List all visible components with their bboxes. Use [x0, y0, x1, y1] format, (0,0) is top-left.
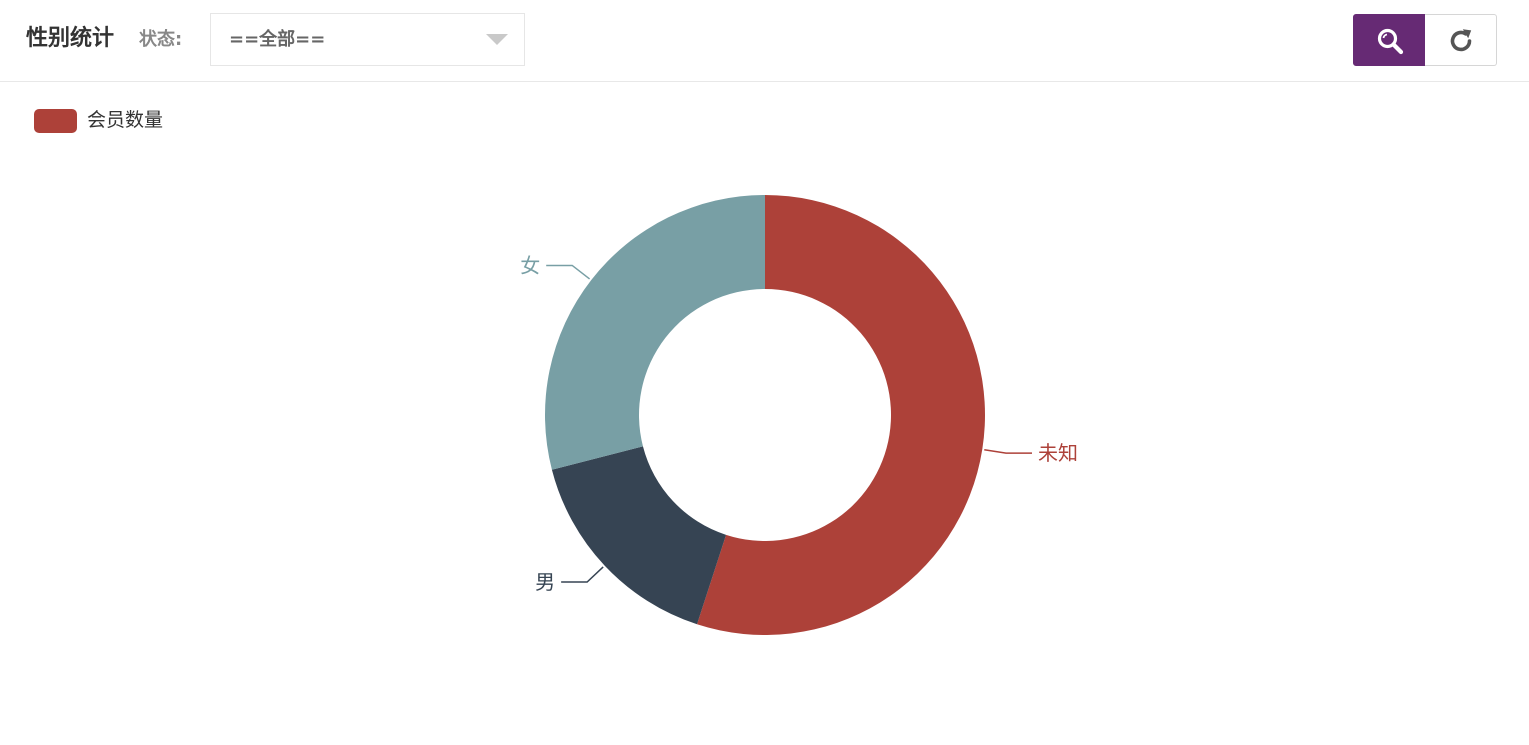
status-label: 状态: — [139, 29, 183, 50]
slice-label-1: 男 — [535, 570, 555, 594]
page-title: 性别统计 — [26, 26, 115, 51]
pie-slice-1[interactable] — [551, 446, 727, 625]
slice-label-2: 女 — [520, 253, 540, 277]
chevron-down-icon — [486, 34, 508, 45]
toolbar: 性别统计 状态: ==全部== — [0, 0, 1529, 82]
refresh-button[interactable] — [1425, 14, 1497, 66]
label-line-0 — [984, 448, 1032, 454]
donut-chart: 未知男 女 — [520, 195, 1078, 635]
pie-slice-0[interactable] — [697, 195, 986, 635]
pie-slice-2[interactable] — [545, 195, 765, 470]
label-line-1 — [561, 566, 604, 583]
search-button[interactable] — [1353, 14, 1425, 66]
refresh-icon — [1450, 29, 1472, 52]
search-icon — [1377, 28, 1404, 55]
status-select-value: ==全部== — [229, 29, 326, 50]
legend-swatch — [34, 109, 77, 133]
status-select[interactable]: ==全部== — [210, 13, 525, 66]
label-line-2 — [546, 264, 591, 280]
legend-label: 会员数量 — [87, 109, 164, 131]
slice-label-0: 未知 — [1038, 441, 1078, 465]
